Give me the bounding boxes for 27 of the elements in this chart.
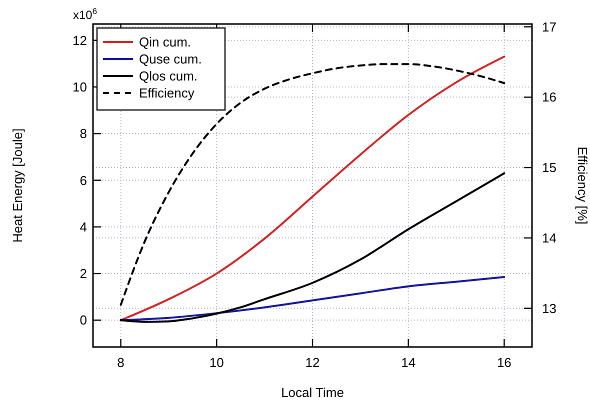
x-tick-label: 16 <box>496 355 512 370</box>
y2-tick-label: 14 <box>542 230 556 246</box>
y-tick-label: 2 <box>80 266 87 282</box>
legend-label: Efficiency <box>139 86 195 100</box>
legend-label: Qin cum. <box>139 34 192 50</box>
y2-tick-label: 15 <box>542 160 556 176</box>
y-tick-label: 4 <box>80 219 87 234</box>
x-tick-label: 8 <box>117 355 124 370</box>
legend-label: Quse cum. <box>139 52 202 66</box>
y-tick-label: 0 <box>80 312 87 328</box>
x-tick-label: 12 <box>305 355 320 370</box>
line-series <box>120 172 506 323</box>
y-tick-label: 8 <box>80 126 87 142</box>
line-series <box>120 276 506 322</box>
x-tick-label: 10 <box>209 355 224 370</box>
y-tick-label: 12 <box>72 32 87 48</box>
y-tick-label: 6 <box>80 172 87 188</box>
x-tick-label: 14 <box>401 355 416 370</box>
x-axis-title: Local Time <box>281 385 344 400</box>
y2-tick-label: 16 <box>542 90 556 105</box>
y-tick-label: 10 <box>72 79 87 94</box>
y2-tick-label: 13 <box>542 300 556 316</box>
legend-label: Qlos cum. <box>139 68 198 84</box>
y-axis-title: Heat Energy [Joule] <box>10 128 25 243</box>
y2-axis-title: Efficiency [%] <box>575 146 590 224</box>
y2-tick-label: 17 <box>542 19 556 34</box>
text: x10$^{6}$ <box>72 6 98 22</box>
